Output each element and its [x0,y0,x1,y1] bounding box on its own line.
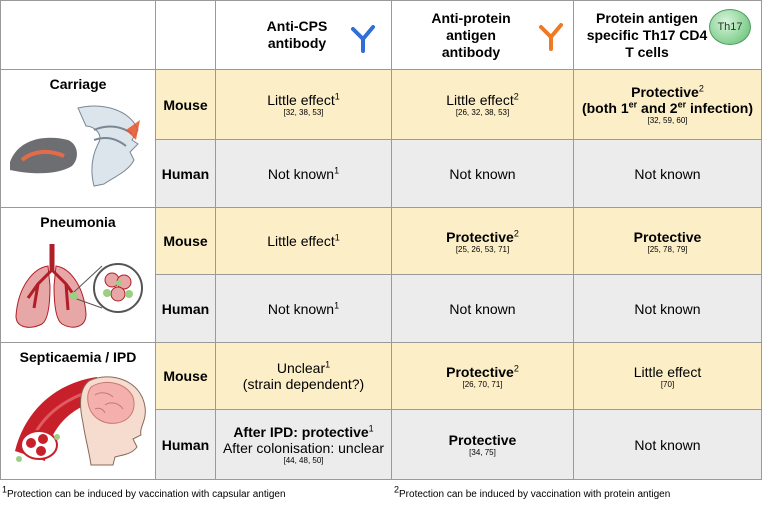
value: Unclear [276,360,326,376]
detail-part: and 2 [637,100,678,116]
value: Little effect [633,363,702,380]
pneumonia-human-label: Human [155,274,216,343]
col-header-th17-label: Protein antigen specific Th17 CD4 T cell… [586,9,708,60]
septicaemia-mouse-row: Septicaemia / IPD Mouse Unclear1 (strain… [0,342,762,480]
septicaemia-title: Septicaemia / IPD [19,349,137,365]
carriage-mouse-anticps: Little effect1 [32, 38, 53] [215,69,392,140]
detail-part: (both 1 [581,100,629,116]
carriage-mouse-th17: Protective2 (both 1er and 2er infection)… [573,69,762,140]
carriage-human-row: Human Not known1 Not known Not known [1,139,762,208]
nasal-cavity-illustration [10,105,140,187]
citation: [25, 26, 53, 71] [455,244,510,254]
septicaemia-human-anticps: After IPD: protective1 After colonisatio… [215,409,392,480]
pneumonia-human-antiprotein: Not known [391,274,574,343]
value: Protective [446,228,514,245]
septicaemia-mouse-anticps: Unclear1 (strain dependent?) [215,342,392,410]
septicaemia-mouse-antiprotein: Protective2 [26, 70, 71] [391,342,574,410]
carriage-mouse-label: Mouse [155,69,216,140]
carriage-human-antiprotein: Not known [391,139,574,208]
pneumonia-mouse-antiprotein: Protective2 [25, 26, 53, 71] [391,207,574,275]
value-detail: After colonisation: unclear [222,440,385,456]
septicaemia-category-cell: Septicaemia / IPD [0,342,156,480]
pneumonia-mouse-row: Pneumonia Mouse Little effect1 Protectiv… [0,207,762,343]
value: Little effect [267,233,335,249]
pneumonia-title: Pneumonia [40,214,116,230]
antibody-orange-icon [539,23,563,51]
lungs-illustration [15,244,143,328]
septicaemia-mouse-label: Mouse [155,342,216,410]
citation: [32, 59, 60] [647,116,688,125]
septicaemia-mouse-th17: Little effect [70] [573,342,762,410]
carriage-mouse-th17-detail: (both 1er and 2er infection) [582,100,753,116]
footnote-ref: 2 [513,227,519,238]
superscript: er [677,99,687,110]
pneumonia-human-row: Human Not known1 Not known Not known [1,274,762,343]
footnote-2-text: Protection can be induced by vaccination… [399,489,671,500]
col-header-anti-cps-label: Anti-CPS antibody [266,18,328,51]
th17-badge-label: Th17 [717,21,743,33]
pneumonia-category-cell: Pneumonia [0,207,156,343]
carriage-human-label: Human [155,139,216,208]
footnote-ref: 1 [325,359,331,370]
footnote-1: 1Protection can be induced by vaccinatio… [2,485,286,501]
carriage-mouse-antiprotein-value: Little effect [446,92,514,108]
footnote-2-marker: 2 [394,484,400,495]
footnote-ref: 1 [334,91,340,102]
carriage-mouse-row: Carriage Mouse Little effect1 [32, 38, 5… [0,69,762,208]
value: Not known [267,165,335,182]
carriage-title: Carriage [49,76,107,92]
citation: [26, 70, 71] [462,379,503,389]
pneumonia-mouse-anticps: Little effect1 [215,207,392,275]
col-header-anti-cps: Anti-CPS antibody [215,0,392,70]
col-header-th17: Protein antigen specific Th17 CD4 T cell… [573,0,762,70]
col-header-anti-protein: Anti-protein antigen antibody [391,0,574,70]
footnote-ref: 2 [513,362,519,373]
footnote-ref: 1 [368,423,374,434]
value: Not known [267,300,335,317]
footnote-ref: 1 [334,299,340,310]
citation: [32, 38, 53] [283,108,324,117]
carriage-human-anticps: Not known1 [215,139,392,208]
carriage-mouse-th17-value: Protective [631,84,699,100]
pneumonia-mouse-th17: Protective [25, 78, 79] [573,207,762,275]
septicaemia-human-row: Human After IPD: protective1 After colon… [1,409,762,480]
carriage-category-cell: Carriage [0,69,156,208]
footnote-1-text: Protection can be induced by vaccination… [7,489,286,500]
pneumonia-human-th17: Not known [573,274,762,343]
comparison-table: Anti-CPS antibody Anti-protein antigen a… [0,0,762,480]
septicaemia-human-antiprotein: Protective [34, 75] [391,409,574,480]
carriage-mouse-antiprotein: Little effect2 [26, 32, 38, 53] [391,69,574,140]
value: Protective [448,432,517,448]
footnote-2: 2Protection can be induced by vaccinatio… [394,485,671,501]
carriage-human-th17: Not known [573,139,762,208]
superscript: er [628,99,638,110]
footnote-ref: 1 [334,164,340,175]
pneumonia-human-anticps: Not known1 [215,274,392,343]
header-row: Anti-CPS antibody Anti-protein antigen a… [0,0,762,70]
citation: [25, 78, 79] [647,244,688,254]
citation: [34, 75] [469,448,496,457]
carriage-mouse-anticps-value: Little effect [267,92,335,108]
pneumonia-mouse-label: Mouse [155,207,216,275]
footnote-ref: 2 [513,91,519,102]
citation: [70] [660,379,675,389]
value-detail: (strain dependent?) [242,376,365,392]
antibody-blue-icon [351,25,375,53]
septicaemia-human-th17: Not known [573,409,762,480]
footnote-ref: 1 [334,232,340,243]
footnote-ref: 2 [698,83,704,94]
blood-vessel-brain-illustration [15,376,146,466]
corner-cell [0,0,156,70]
value: Protective [633,228,702,245]
footnote-1-marker: 1 [2,484,8,495]
th17-cell-icon: Th17 [709,9,751,45]
septicaemia-human-label: Human [155,409,216,480]
value: Protective [446,363,514,380]
corner-cell-2 [155,0,216,70]
col-header-anti-protein-label: Anti-protein antigen antibody [431,9,511,60]
value: After IPD: protective [233,424,369,440]
citation: [26, 32, 38, 53] [455,108,510,117]
detail-part: infection) [686,100,754,116]
citation: [44, 48, 50] [283,456,324,465]
